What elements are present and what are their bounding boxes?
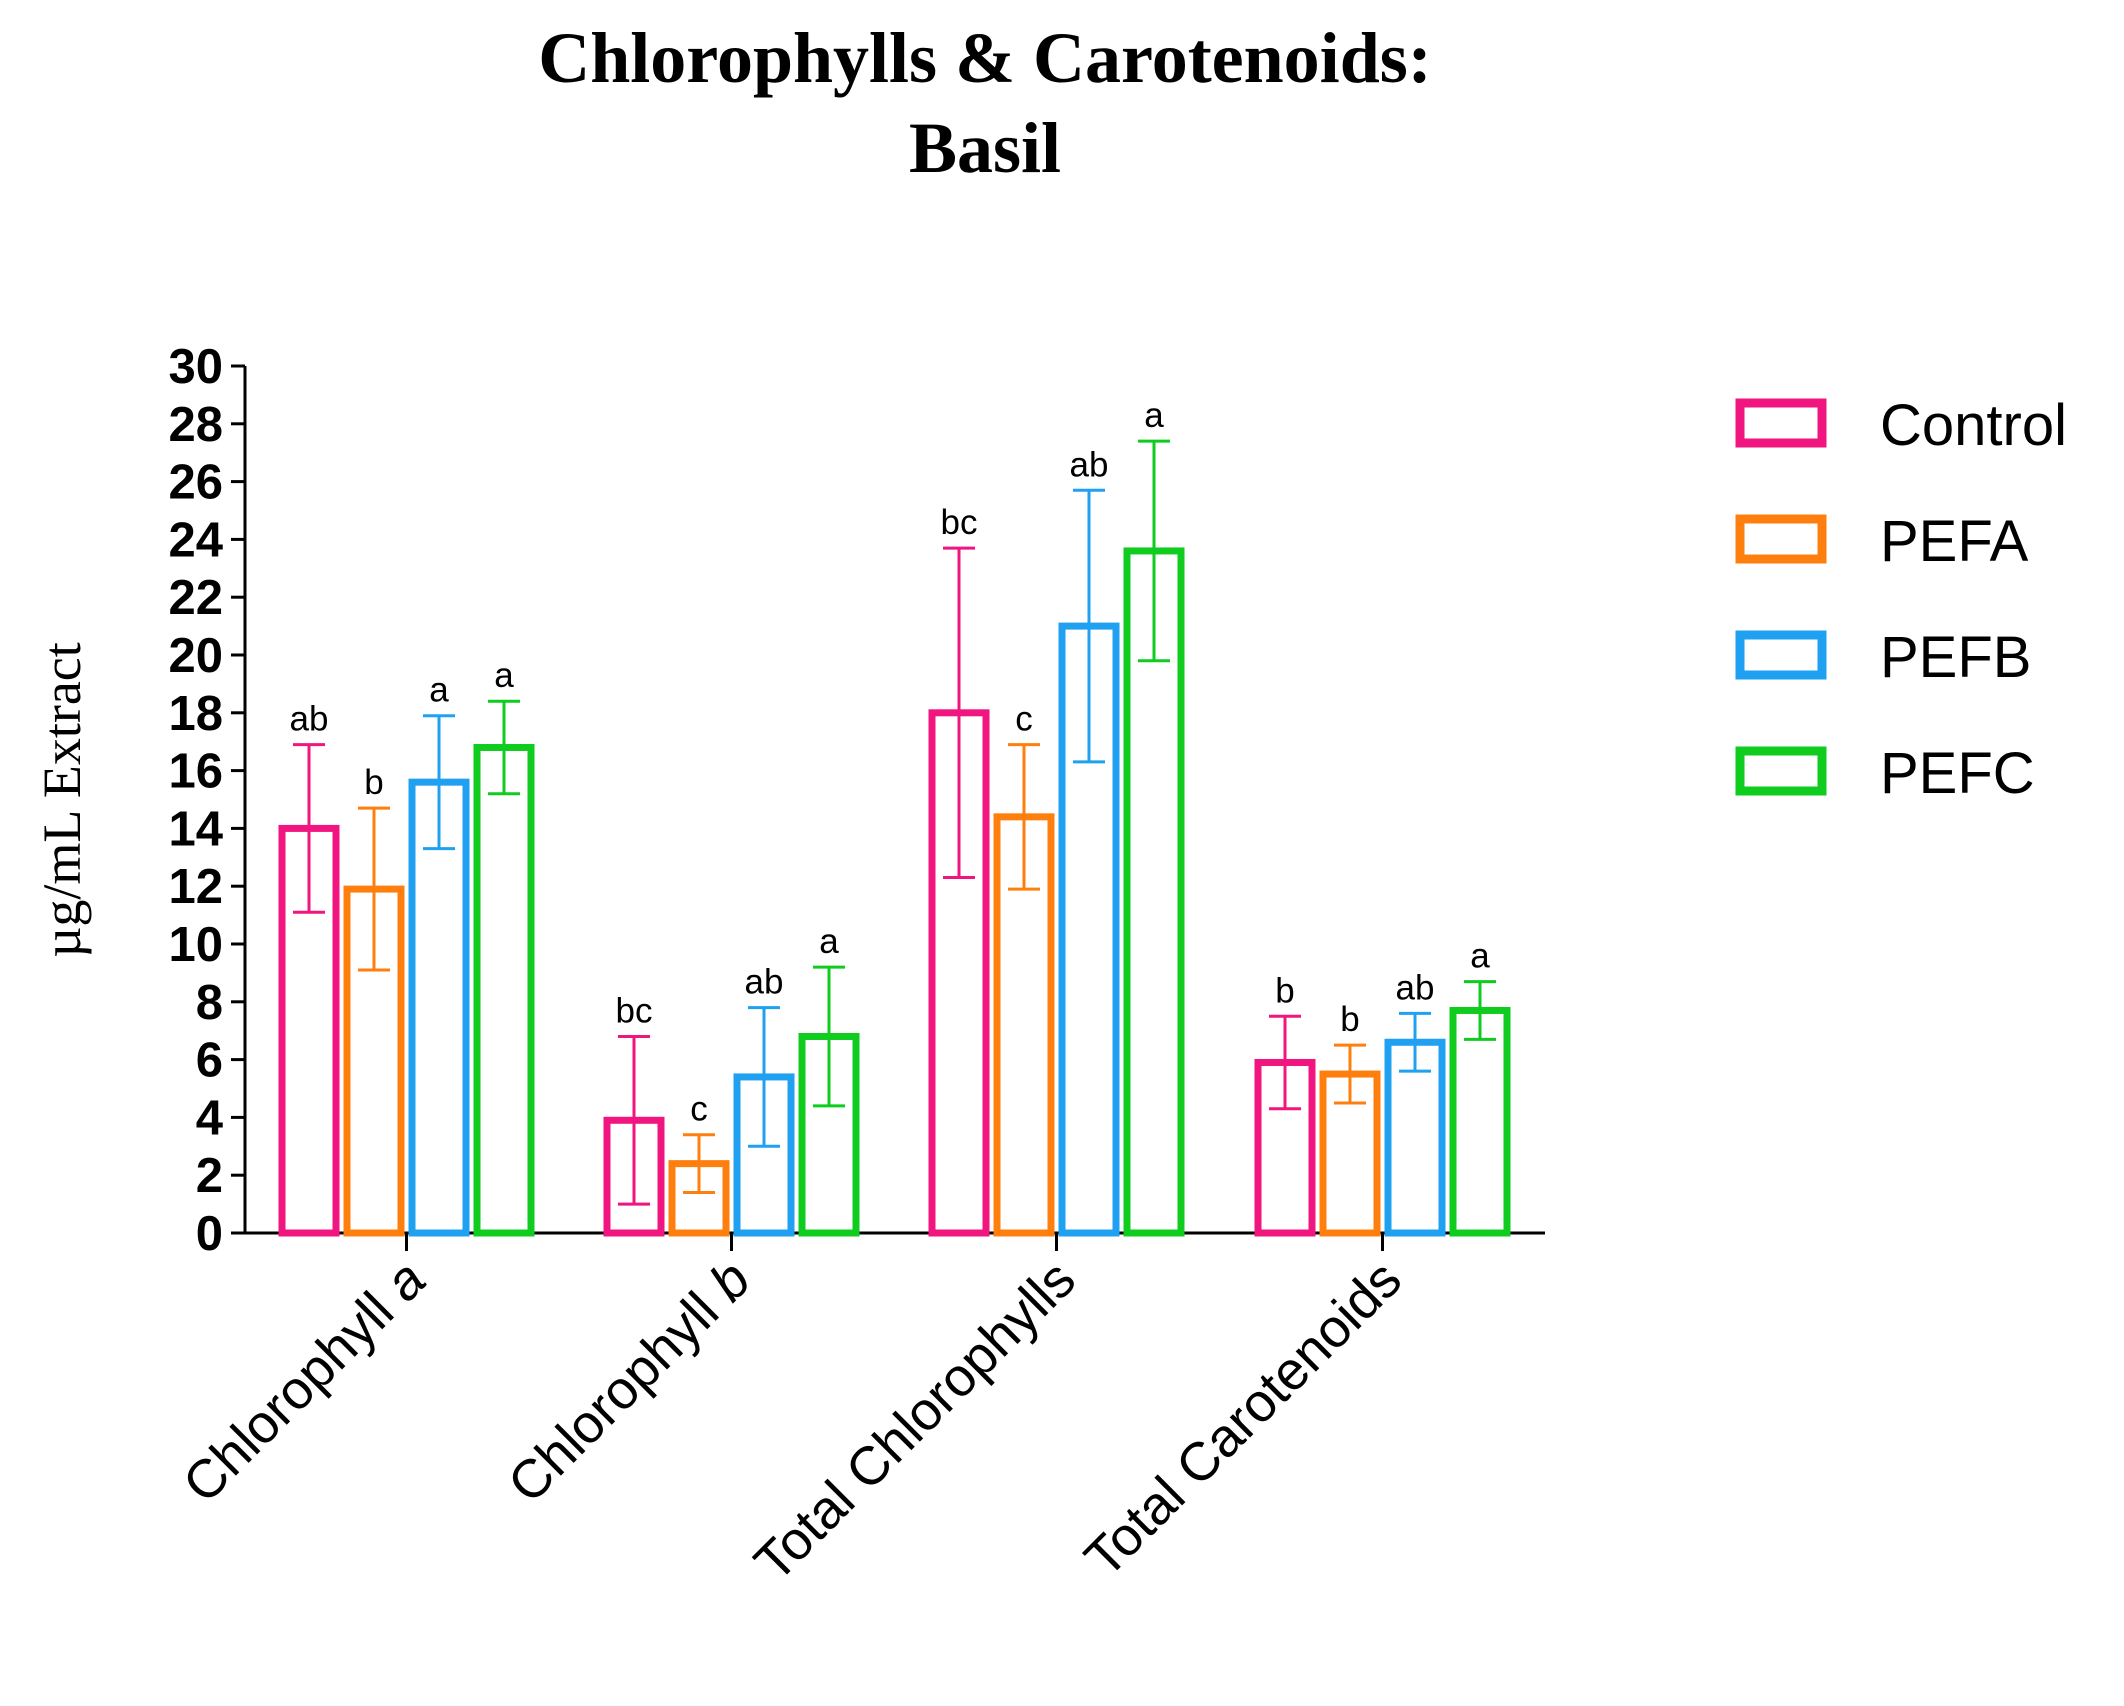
y-tick-label: 28	[168, 398, 223, 452]
y-tick-label: 8	[196, 976, 223, 1030]
significance-letter: a	[1144, 396, 1164, 435]
x-tick-label: Total Carotenoids	[1073, 1249, 1413, 1589]
legend-swatch-control	[1735, 398, 1827, 448]
significance-letter: ab	[1070, 445, 1109, 484]
significance-letter: bc	[941, 503, 978, 542]
x-tick-label: Chlorophyll a	[172, 1249, 437, 1514]
bar-pefc-0	[473, 743, 535, 1237]
legend-label-pefb: PEFB	[1880, 625, 2032, 690]
significance-letter: b	[1340, 1000, 1359, 1039]
chart-title-line-1: Chlorophylls & Carotenoids:	[538, 18, 1431, 98]
significance-letter: a	[429, 671, 449, 710]
x-tick-label: Total Chlorophylls	[743, 1249, 1087, 1593]
y-tick-label: 2	[196, 1149, 223, 1203]
y-tick-label: 24	[168, 513, 223, 567]
significance-letter: ab	[1396, 968, 1435, 1007]
significance-letter: c	[1015, 700, 1033, 739]
y-tick-label: 12	[168, 860, 223, 914]
chart-title-line-2: Basil	[909, 108, 1061, 188]
bar-pefc-3	[1449, 1006, 1511, 1237]
legend-swatch-pefc	[1735, 746, 1827, 796]
significance-letter: b	[364, 763, 383, 802]
y-tick-label: 26	[168, 456, 223, 510]
y-tick-label: 0	[196, 1207, 223, 1261]
legend: Control PEFA PEFB PEFC	[1735, 393, 2067, 806]
legend-swatch-pefa	[1735, 514, 1827, 564]
y-tick-label: 20	[168, 629, 223, 683]
y-tick-label: 6	[196, 1034, 223, 1088]
y-tick-label: 4	[196, 1091, 223, 1145]
significance-letter: a	[494, 656, 514, 695]
significance-letter: a	[1470, 937, 1490, 976]
y-tick-label: 16	[168, 745, 223, 799]
significance-letter: b	[1275, 971, 1294, 1010]
legend-swatch-pefb	[1735, 630, 1827, 680]
legend-label-pefc: PEFC	[1880, 741, 2035, 806]
y-tick-label: 22	[168, 571, 223, 625]
significance-letter: ab	[290, 700, 329, 739]
y-tick-label: 18	[168, 687, 223, 741]
significance-letter: a	[819, 922, 839, 961]
legend-label-control: Control	[1880, 393, 2067, 458]
y-tick-label: 10	[168, 918, 223, 972]
legend-label-pefa: PEFA	[1880, 509, 2029, 574]
y-tick-label: 14	[168, 802, 223, 856]
significance-letter: c	[690, 1090, 708, 1129]
significance-letter: ab	[745, 963, 784, 1002]
y-axis-label: µg/mL Extract	[32, 642, 92, 958]
significance-letter: bc	[616, 991, 653, 1030]
x-tick-label: Chlorophyll b	[497, 1249, 762, 1514]
y-tick-label: 30	[168, 340, 223, 394]
